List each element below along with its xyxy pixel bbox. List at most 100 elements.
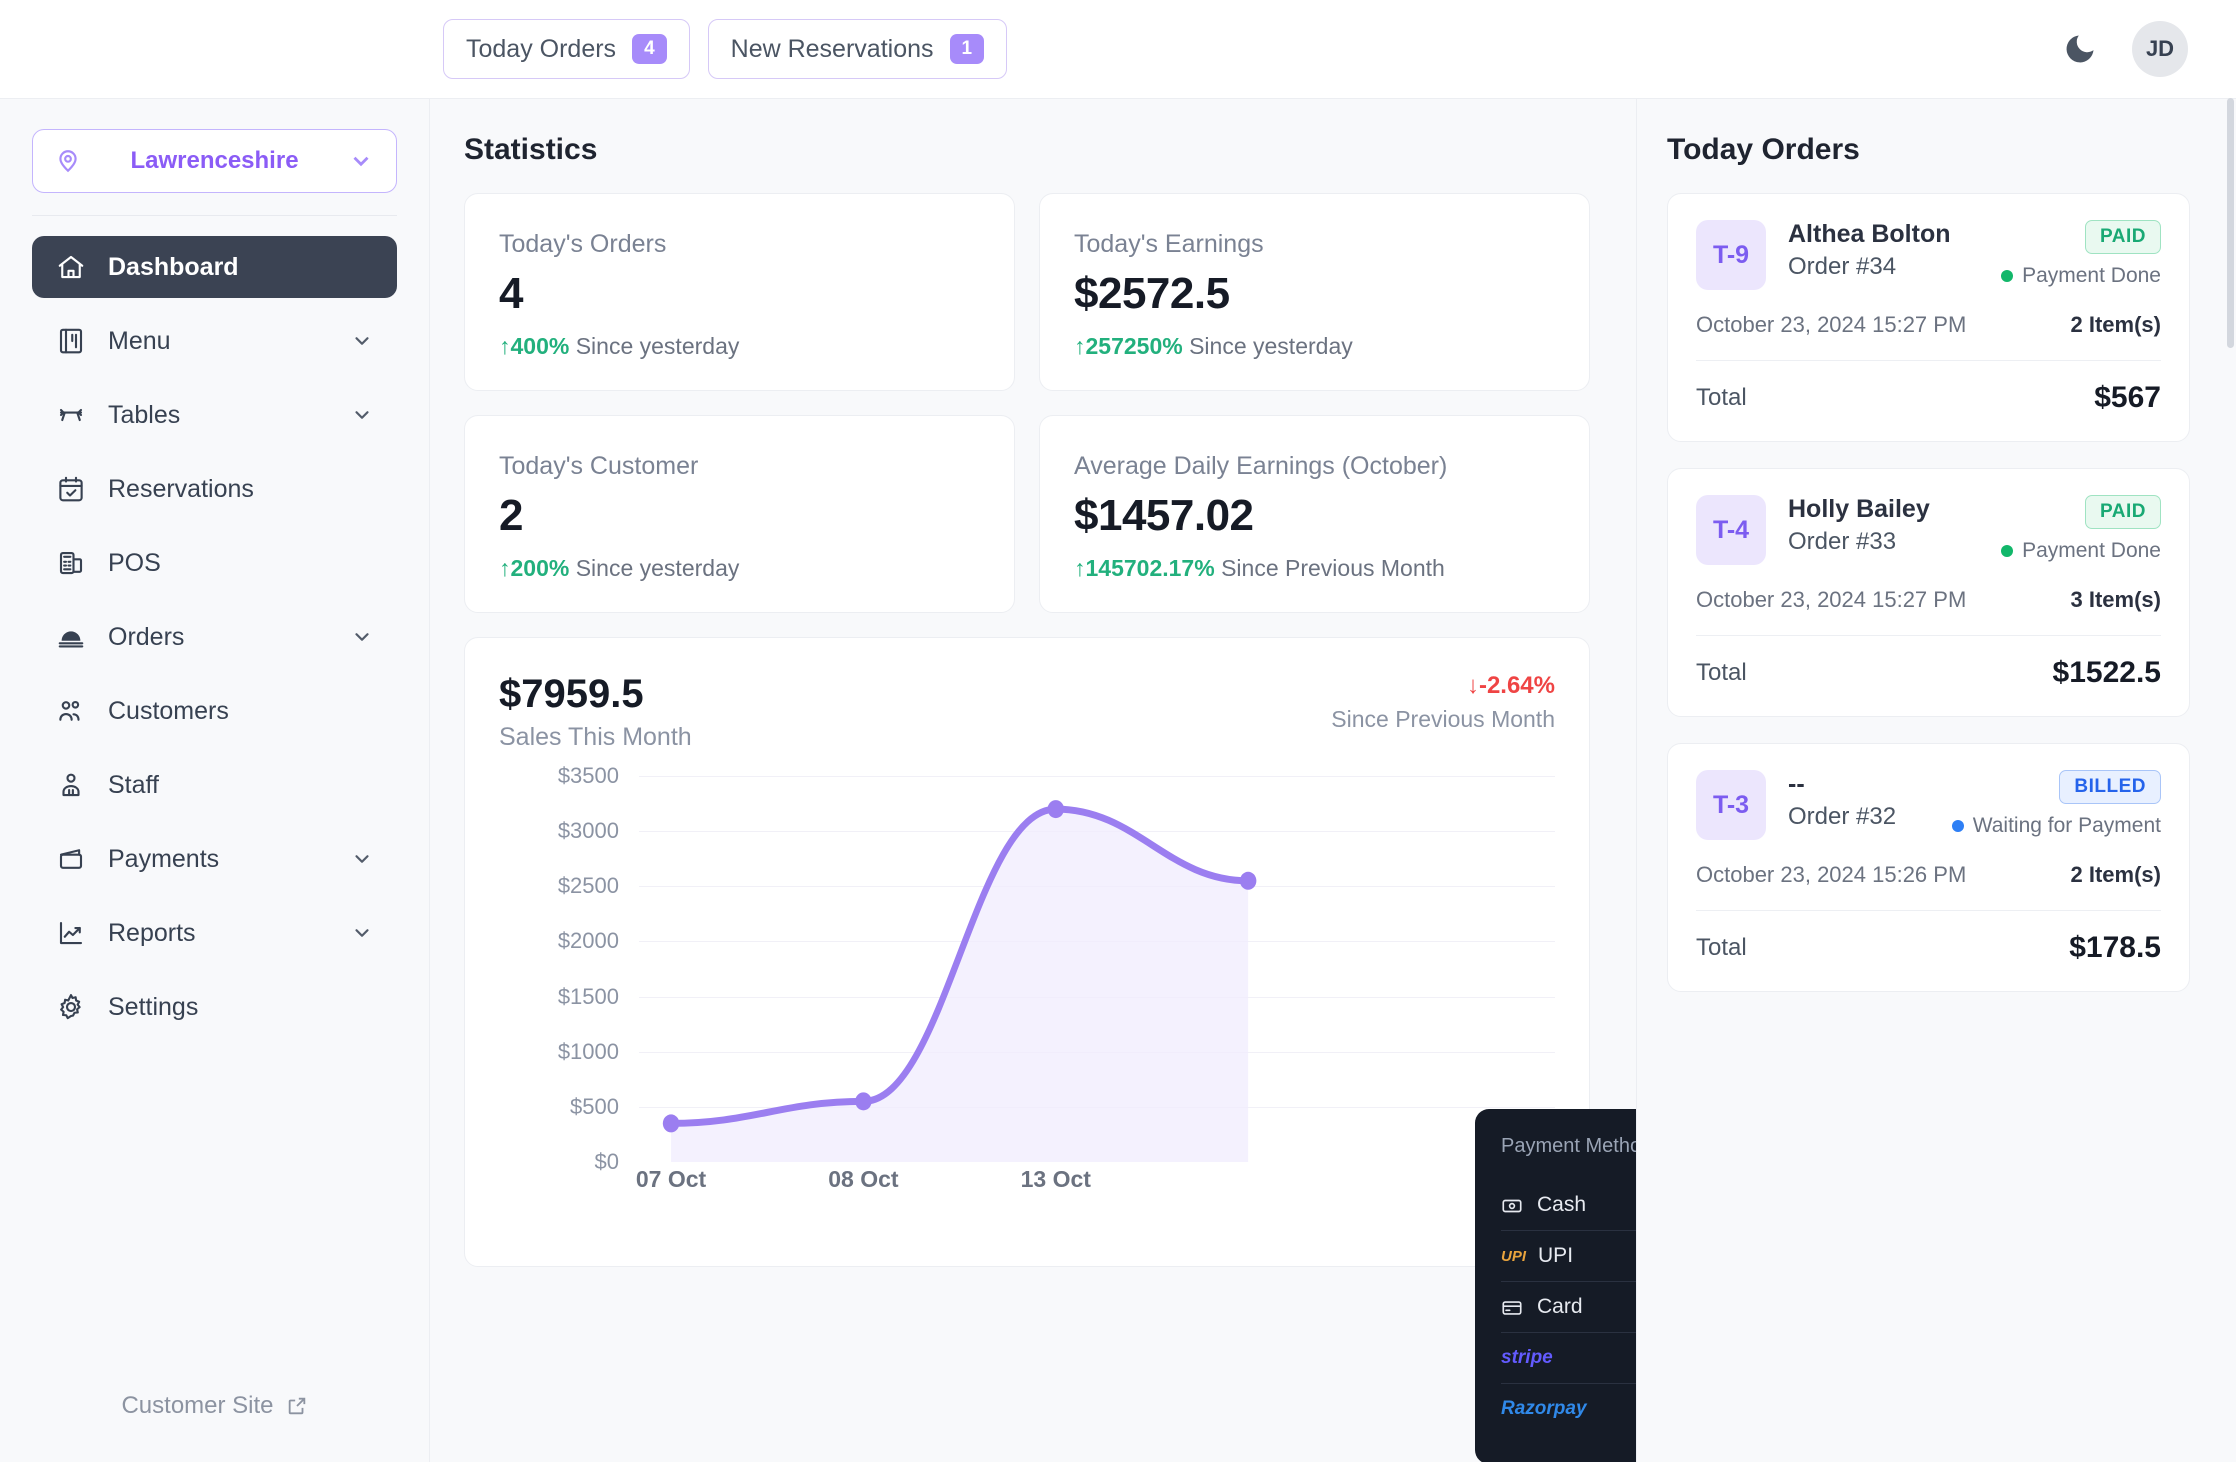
sales-chart-header: $7959.5 Sales This Month ↓-2.64% Since P…	[499, 672, 1555, 752]
sidebar-item-label: Orders	[108, 622, 185, 651]
chevron-down-icon[interactable]	[351, 848, 373, 870]
status-badge: PAID	[2085, 495, 2161, 529]
sidebar-item-orders[interactable]: Orders	[32, 606, 397, 668]
food-cloche-icon	[56, 622, 86, 652]
stripe-logo-icon: stripe	[1501, 1347, 1553, 1368]
customer-site-label: Customer Site	[121, 1392, 274, 1419]
status-dot-icon	[1951, 820, 1964, 832]
stat-delta: ↑400% Since yesterday	[499, 333, 740, 359]
order-items-count: 2 Item(s)	[2070, 312, 2161, 337]
x-axis-tick: 13 Oct	[1020, 1166, 1091, 1192]
sidebar-item-tables[interactable]: Tables	[32, 384, 397, 446]
upi-logo-icon: UPI	[1501, 1247, 1527, 1265]
overlay-panels: Payment Method (Today) Cash$31535.75 UPI U…	[1475, 1109, 1636, 1462]
sidebar-item-pos[interactable]: POS	[32, 532, 397, 594]
order-number: Order #34	[1788, 253, 1897, 280]
order-status: Payment Done	[2001, 264, 2161, 288]
stat-label: Today's Customer	[499, 452, 699, 480]
status-dot-icon	[2001, 270, 2014, 282]
tab-label: Today Orders	[466, 34, 617, 63]
sidebar-item-menu[interactable]: Menu	[32, 310, 397, 372]
order-customer: Holly Bailey	[1788, 495, 1930, 523]
chevron-down-icon[interactable]	[351, 404, 373, 426]
sidebar-item-reports[interactable]: Reports	[32, 902, 397, 964]
order-card[interactable]: T-4 Holly Bailey Order #33 PAID Payment Done…	[1667, 468, 2190, 717]
order-list: T-9 Althea Bolton Order #34 PAID Payment Don…	[1667, 193, 2190, 992]
sidebar-item-label: Menu	[108, 326, 171, 355]
y-axis-tick: $2000	[557, 928, 619, 954]
order-total-label: Total	[1696, 384, 1747, 411]
stat-delta: ↑145702.17% Since Previous Month	[1074, 555, 1445, 581]
order-card[interactable]: T-9 Althea Bolton Order #34 PAID Payment Don…	[1667, 193, 2190, 442]
sales-subtitle: Sales This Month	[499, 723, 692, 751]
payment-row: Razorpay$273	[1501, 1384, 1636, 1434]
chevron-down-icon[interactable]	[351, 330, 373, 352]
home-icon	[56, 252, 86, 282]
sales-total: $7959.5	[499, 672, 644, 716]
order-datetime: October 23, 2024 15:26 PM	[1696, 862, 1967, 887]
y-axis-tick: $500	[570, 1093, 619, 1119]
stat-label: Today's Orders	[499, 230, 667, 258]
sales-delta: ↓-2.64%	[1466, 672, 1555, 699]
sidebar-item-label: Settings	[108, 992, 199, 1021]
stat-card: Today's Orders 4 ↑400% Since yesterday	[464, 193, 1015, 391]
tab-today orders[interactable]: Today Orders 4	[443, 19, 690, 79]
order-datetime: October 23, 2024 15:27 PM	[1696, 587, 1967, 612]
order-items-count: 3 Item(s)	[2070, 587, 2161, 612]
order-number: Order #33	[1788, 528, 1897, 555]
staff-person-icon	[56, 770, 86, 800]
x-axis-tick: 07 Oct	[635, 1166, 707, 1192]
sidebar-item-label: Reservations	[108, 474, 254, 503]
sidebar-item-label: Payments	[108, 844, 220, 873]
payment-label: UPI	[1538, 1244, 1574, 1267]
chevron-down-icon[interactable]	[351, 626, 373, 648]
chevron-down-icon[interactable]	[351, 922, 373, 944]
trend-up-icon: ↑400%	[499, 333, 570, 359]
razorpay-logo-icon: Razorpay	[1501, 1398, 1587, 1419]
trend-up-icon: ↑145702.17%	[1074, 555, 1215, 581]
sales-plot: $0 $500 $1000 $1500 $2000 $2500 $3000 $3500 07 …	[499, 763, 1555, 1196]
sidebar-item-label: Customers	[108, 696, 229, 725]
stat-label: Today's Earnings	[1074, 230, 1264, 258]
sidebar-item-customers[interactable]: Customers	[32, 680, 397, 742]
sidebar-item-dashboard[interactable]: Dashboard	[32, 236, 397, 298]
tab-label: New Reservations	[730, 34, 934, 63]
page-scrollbar[interactable]	[2227, 98, 2234, 1462]
sidebar: Lawrenceshire Dashboard Menu Tables Reserva…	[0, 99, 430, 1462]
order-total-label: Total	[1696, 934, 1747, 961]
topbar-actions: JD	[2062, 21, 2188, 77]
sidebar-item-payments[interactable]: Payments	[32, 828, 397, 890]
location-select[interactable]: Lawrenceshire	[32, 129, 397, 193]
stat-card: Today's Customer 2 ↑200% Since yesterday	[464, 415, 1015, 613]
order-table-badge: T-9	[1696, 220, 1766, 290]
stat-value: $2572.5	[1074, 269, 1230, 318]
order-table-badge: T-4	[1696, 495, 1766, 565]
order-card[interactable]: T-3 -- Order #32 BILLED Waiting for Payment O…	[1667, 743, 2190, 992]
stat-value: 4	[499, 269, 523, 318]
card-icon	[1501, 1297, 1525, 1317]
stat-card: Average Daily Earnings (October) $1457.02…	[1039, 415, 1590, 613]
trend-up-icon: ↑200%	[499, 555, 570, 581]
moon-icon[interactable]	[2062, 31, 2098, 67]
stat-value: 2	[499, 491, 523, 540]
order-status: Waiting for Payment	[1951, 814, 2161, 838]
sidebar-item-settings[interactable]: Settings	[32, 976, 397, 1038]
menu-book-icon	[56, 326, 86, 356]
customer-site-link[interactable]: Customer Site	[32, 1356, 397, 1462]
avatar[interactable]: JD	[2132, 21, 2188, 77]
stat-delta: ↑200% Since yesterday	[499, 555, 740, 581]
sidebar-item-staff[interactable]: Staff	[32, 754, 397, 816]
location-pin-icon	[55, 148, 81, 174]
tab-new reservations[interactable]: New Reservations 1	[707, 19, 1008, 79]
location-name: Lawrenceshire	[130, 147, 299, 174]
y-axis-tick: $3000	[557, 818, 619, 844]
payment-row: Card$709	[1501, 1282, 1636, 1333]
top-bar: Today Orders 4 New Reservations 1 JD	[0, 0, 2236, 98]
sidebar-item-label: POS	[108, 548, 161, 577]
y-axis-tick: $1000	[557, 1038, 619, 1064]
sales-delta-text: Since Previous Month	[1331, 706, 1555, 732]
payment-row: stripe$609	[1501, 1333, 1636, 1384]
sidebar-item-reservations[interactable]: Reservations	[32, 458, 397, 520]
chart-line-icon	[56, 918, 86, 948]
order-status: Payment Done	[2001, 539, 2161, 563]
